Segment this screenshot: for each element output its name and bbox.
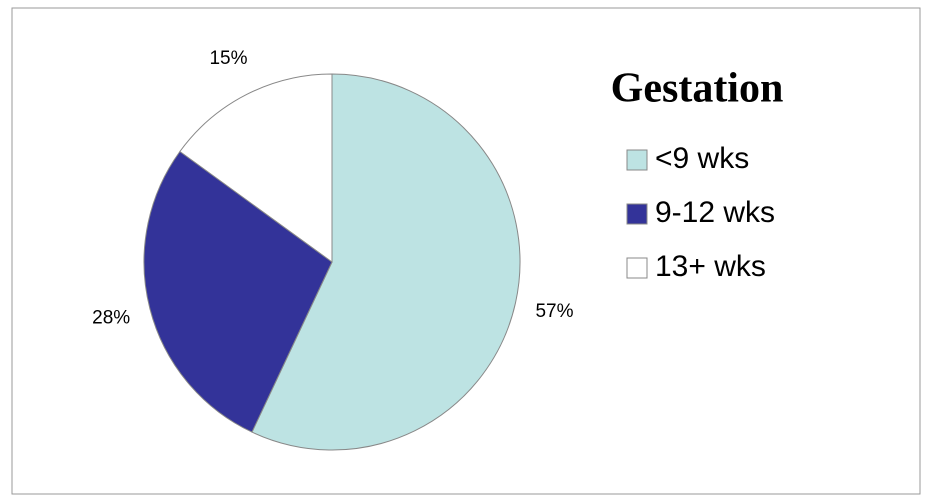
- legend-label: <9 wks: [655, 142, 749, 175]
- pie-slice: [143, 150, 333, 433]
- pie-slice: [251, 73, 521, 451]
- pie-slice: [179, 73, 333, 263]
- chart-title: Gestation: [611, 66, 784, 112]
- data-label: 15%: [209, 48, 247, 69]
- legend-swatch: [626, 203, 648, 225]
- legend-label: 13+ wks: [655, 250, 766, 283]
- legend-label: 9-12 wks: [655, 196, 775, 229]
- legend-swatch: [626, 149, 648, 171]
- legend-swatch: [626, 257, 648, 279]
- data-label: 57%: [535, 301, 573, 322]
- data-label: 28%: [92, 308, 130, 329]
